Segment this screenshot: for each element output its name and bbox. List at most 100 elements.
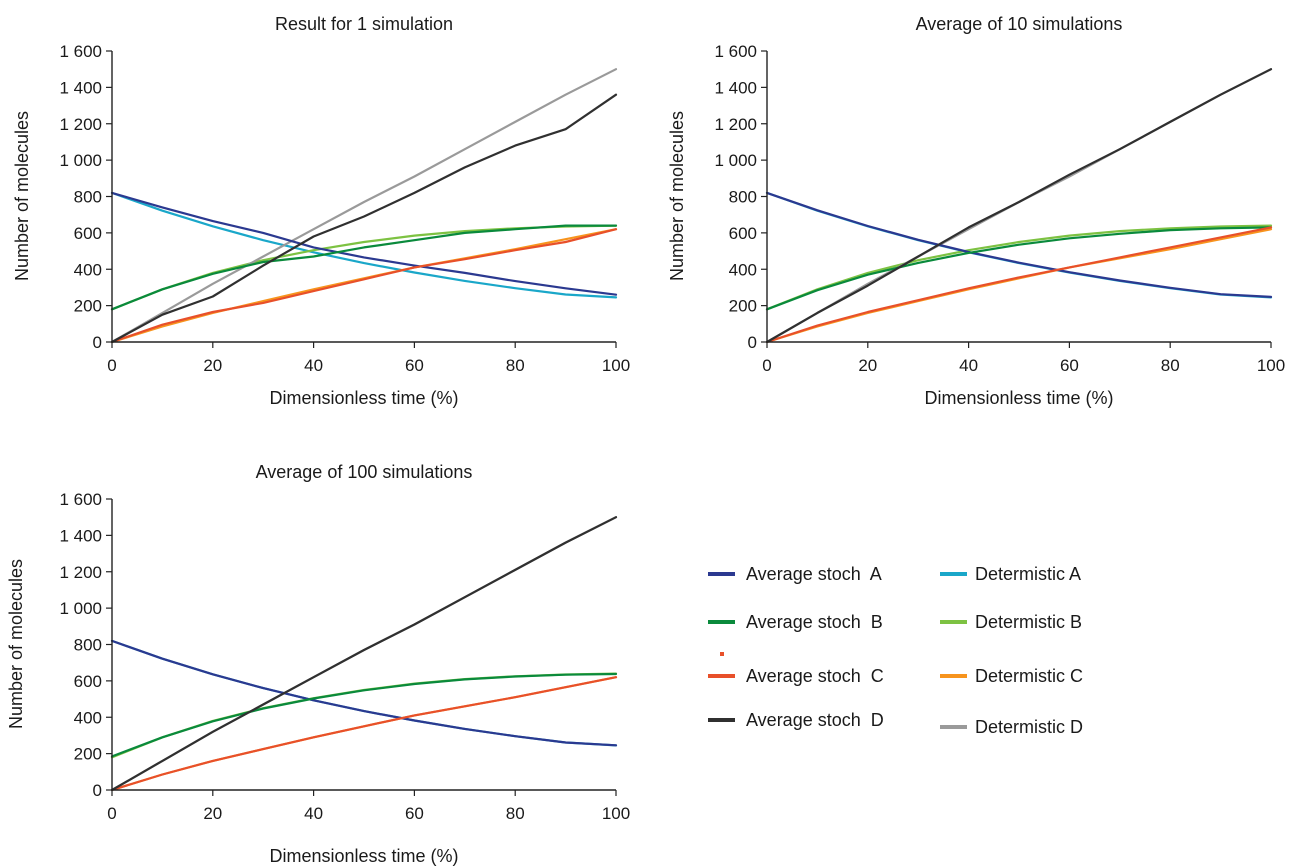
legend-item: Determistic B [940, 612, 1082, 632]
series-line [765, 68, 1273, 344]
y-tick-label: 1 600 [59, 490, 102, 509]
series-line [765, 68, 1273, 344]
y-tick-label: 600 [74, 672, 102, 691]
legend-item: Determistic D [940, 717, 1083, 737]
y-tick-label: 400 [74, 708, 102, 727]
y-tick-label: 200 [74, 297, 102, 316]
x-tick-label: 40 [304, 804, 323, 823]
series-line [110, 676, 618, 792]
y-tick-label: 0 [93, 781, 102, 800]
legend-label: Average stoch D [746, 710, 884, 730]
legend-label: Average stoch B [746, 612, 883, 632]
y-tick-label: 1 400 [59, 526, 102, 545]
x-tick-label: 80 [1161, 356, 1180, 375]
x-tick-label: 80 [506, 356, 525, 375]
legend-label: Determistic D [975, 717, 1083, 737]
series-line [110, 672, 618, 759]
y-axis-label: Number of molecules [12, 111, 32, 281]
legend-label: Determistic B [975, 612, 1082, 632]
x-tick-label: 20 [858, 356, 877, 375]
y-tick-label: 800 [729, 188, 757, 207]
series-line [110, 672, 618, 758]
y-tick-label: 1 400 [714, 78, 757, 97]
legend-item: Average stoch D [708, 710, 884, 730]
x-tick-label: 60 [405, 804, 424, 823]
series-line [765, 228, 1273, 344]
y-tick-label: 1 000 [59, 151, 102, 170]
y-tick-label: 1 200 [59, 563, 102, 582]
series-line [765, 226, 1273, 344]
x-tick-label: 100 [1257, 356, 1285, 375]
series-line [110, 228, 618, 344]
chart-title: Average of 10 simulations [916, 14, 1123, 34]
y-tick-label: 200 [729, 297, 757, 316]
x-tick-label: 100 [602, 356, 630, 375]
series-line [110, 676, 618, 792]
legend-label: Determistic A [975, 564, 1081, 584]
legend-item: Average stoch A [708, 564, 882, 584]
y-tick-label: 1 600 [714, 42, 757, 61]
x-tick-label: 100 [602, 804, 630, 823]
y-tick-label: 1 000 [714, 151, 757, 170]
x-axis-label: Dimensionless time (%) [269, 846, 458, 866]
x-tick-label: 80 [506, 804, 525, 823]
y-tick-label: 600 [729, 224, 757, 243]
series-line [110, 68, 618, 344]
chart-panel-2: Average of 10 simulations 02004006008001… [667, 14, 1285, 408]
x-tick-label: 0 [107, 356, 116, 375]
series-line [765, 191, 1273, 298]
y-tick-label: 0 [748, 333, 757, 352]
y-tick-label: 1 400 [59, 78, 102, 97]
legend-marker [720, 652, 724, 656]
legend-item: Average stoch C [708, 652, 884, 686]
y-axis-label: Number of molecules [667, 111, 687, 281]
legend: Average stoch A Average stoch B Average … [708, 564, 1083, 737]
series-line [765, 226, 1273, 311]
series-line [110, 224, 618, 311]
series-line [110, 516, 618, 792]
x-tick-label: 60 [405, 356, 424, 375]
legend-label: Average stoch A [746, 564, 882, 584]
legend-label: Determistic C [975, 666, 1083, 686]
legend-label: Average stoch C [746, 666, 884, 686]
x-tick-label: 40 [959, 356, 978, 375]
y-tick-label: 600 [74, 224, 102, 243]
y-tick-label: 1 000 [59, 599, 102, 618]
series-line [110, 224, 618, 311]
series-line [110, 191, 618, 296]
x-axis-label: Dimensionless time (%) [924, 388, 1113, 408]
series-line [110, 93, 618, 344]
plot-area: 0 200 400 600 800 1 000 1 200 1 400 1 600 0 20 40 60… [714, 42, 1285, 375]
y-tick-label: 1 200 [714, 115, 757, 134]
y-tick-label: 200 [74, 745, 102, 764]
y-tick-label: 1 600 [59, 42, 102, 61]
y-tick-label: 1 200 [59, 115, 102, 134]
plot-area: 0 200 400 600 800 1 000 1 200 1 400 1 600 0 20 40 60… [59, 490, 630, 823]
y-tick-label: 400 [729, 260, 757, 279]
series-line [110, 639, 618, 747]
plot-area: 0 200 400 600 800 1 000 1 200 1 400 1 600 0 20 40 60… [59, 42, 630, 375]
series-line [110, 191, 618, 299]
series-line [765, 224, 1273, 311]
x-tick-label: 20 [203, 356, 222, 375]
y-tick-label: 800 [74, 188, 102, 207]
x-axis-label: Dimensionless time (%) [269, 388, 458, 408]
chart-panel-3: Average of 100 simulations 0200400600800… [6, 462, 630, 866]
y-tick-label: 400 [74, 260, 102, 279]
series-line [110, 516, 618, 792]
x-tick-label: 0 [107, 804, 116, 823]
legend-item: Determistic C [940, 666, 1083, 686]
y-tick-label: 0 [93, 333, 102, 352]
x-tick-label: 20 [203, 804, 222, 823]
legend-item: Determistic A [940, 564, 1081, 584]
chart-title: Average of 100 simulations [256, 462, 473, 482]
y-tick-label: 800 [74, 636, 102, 655]
x-tick-label: 60 [1060, 356, 1079, 375]
y-axis-label: Number of molecules [6, 559, 26, 729]
chart-title: Result for 1 simulation [275, 14, 453, 34]
legend-item: Average stoch B [708, 612, 883, 632]
x-tick-label: 40 [304, 356, 323, 375]
x-tick-label: 0 [762, 356, 771, 375]
